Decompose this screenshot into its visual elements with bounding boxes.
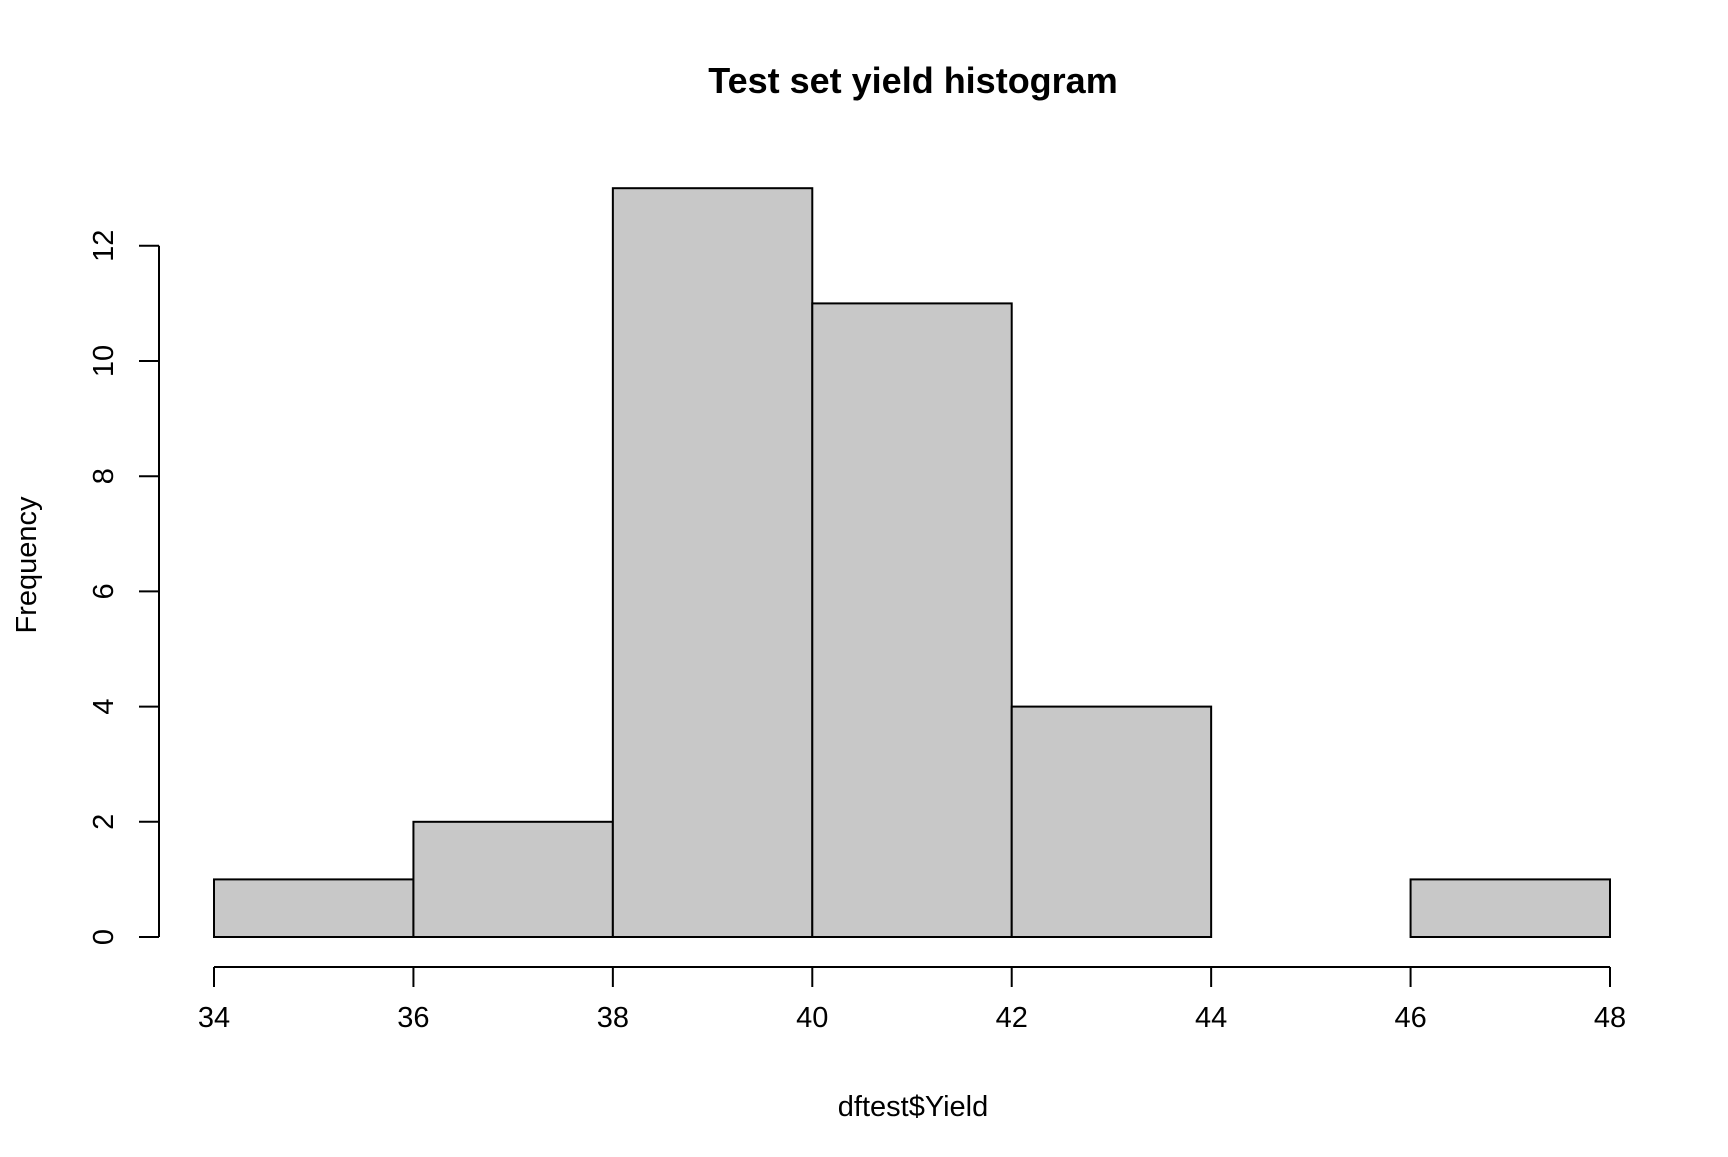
bars-layer [213,187,1611,939]
y-tick-label-12: 12 [88,230,120,262]
histogram-bar-36-38 [412,820,614,938]
x-tick-label-36: 36 [397,1002,429,1034]
x-tick-label-40: 40 [796,1002,828,1034]
x-tick-label-44: 44 [1195,1002,1227,1034]
histogram-bar-42-44 [1010,705,1213,938]
x-axis: 34 36 38 40 42 44 46 48 [198,966,1626,1034]
histogram-bar-40-42 [811,302,1013,938]
y-tick-label-10: 10 [88,345,120,377]
y-axis: 0 2 4 6 8 10 12 [88,230,160,945]
histogram-bar-38-40 [611,187,814,938]
x-tick-label-42: 42 [996,1002,1028,1034]
y-tick-label-0: 0 [88,929,120,945]
x-tick-label-34: 34 [198,1002,230,1034]
y-tick-label-4: 4 [88,699,120,715]
x-tick-label-46: 46 [1394,1002,1426,1034]
x-axis-title: dftest$Yield [838,1091,988,1123]
histogram-bar-34-36 [213,878,415,939]
y-axis-title: Frequency [11,496,43,634]
x-tick-label-48: 48 [1594,1002,1626,1034]
y-tick-label-6: 6 [88,583,120,599]
y-tick-label-8: 8 [88,468,120,484]
y-tick-label-2: 2 [88,814,120,830]
chart-title: Test set yield histogram [708,60,1117,101]
x-tick-label-38: 38 [597,1002,629,1034]
histogram-bar-46-48 [1409,878,1611,939]
